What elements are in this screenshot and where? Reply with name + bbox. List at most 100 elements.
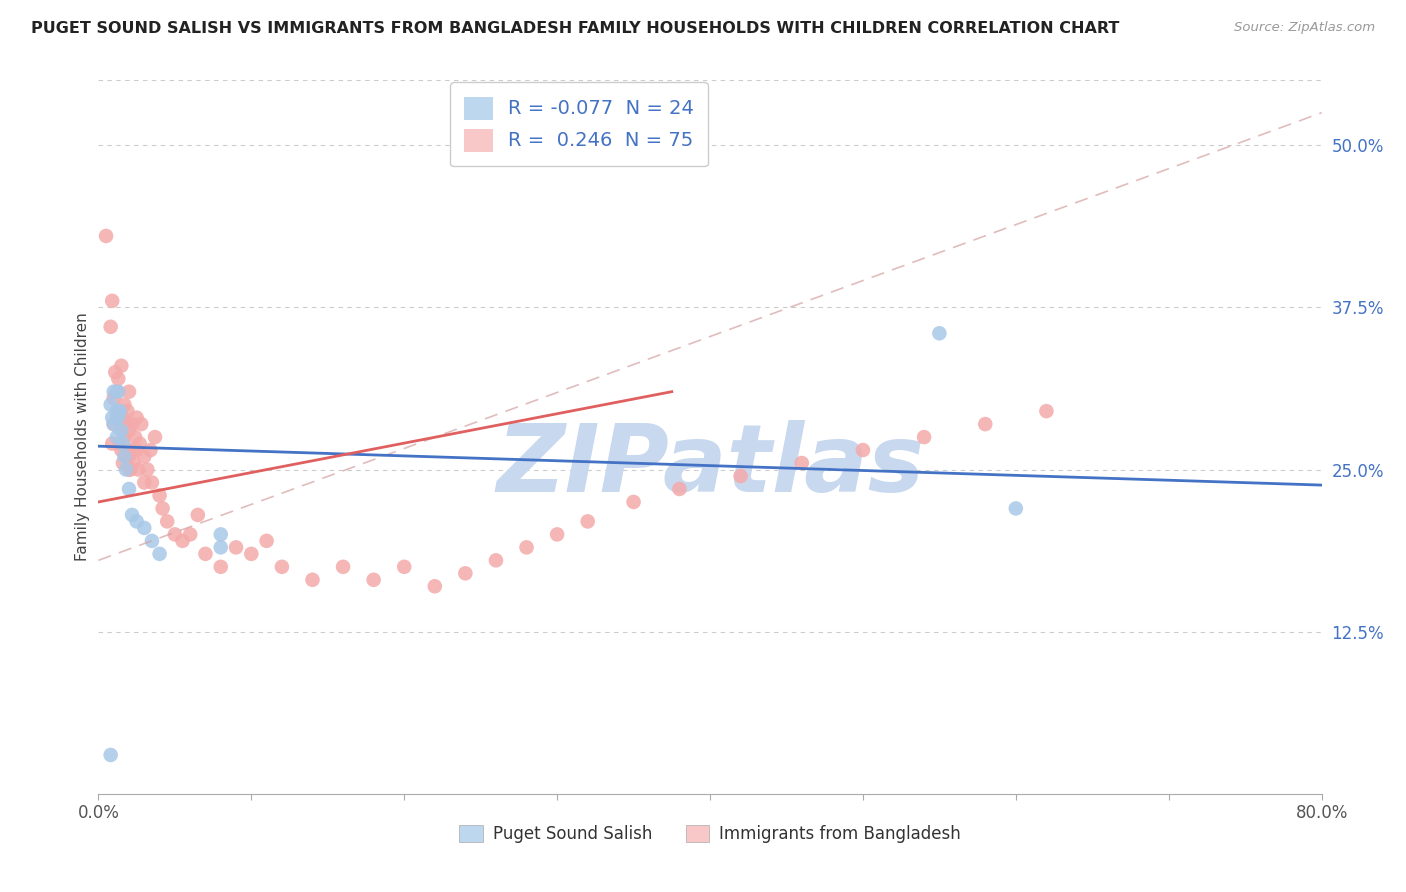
Point [105, 410, 128, 425]
Point [1035, 404, 1057, 418]
Point [163, 527, 186, 541]
Point [118, 462, 141, 476]
Point [112, 430, 135, 444]
Point [974, 417, 997, 431]
Point [730, 469, 752, 483]
Point [121, 417, 143, 431]
Point [127, 462, 149, 476]
Point [118, 450, 141, 464]
Point [928, 326, 950, 341]
Y-axis label: Family Households with Children: Family Households with Children [75, 313, 90, 561]
Point [156, 515, 179, 529]
Point [1004, 501, 1026, 516]
Point [141, 533, 163, 548]
Point [118, 482, 141, 496]
Point [363, 573, 385, 587]
Point [128, 436, 150, 450]
Text: PUGET SOUND SALISH VS IMMIGRANTS FROM BANGLADESH FAMILY HOUSEHOLDS WITH CHILDREN: PUGET SOUND SALISH VS IMMIGRANTS FROM BA… [31, 21, 1119, 36]
Point [111, 436, 134, 450]
Point [107, 372, 129, 386]
Point [94, 229, 117, 244]
Point [100, 398, 122, 412]
Point [209, 541, 232, 555]
Point [209, 559, 232, 574]
Point [125, 515, 148, 529]
Point [209, 527, 232, 541]
Point [110, 443, 132, 458]
Legend: Puget Sound Salish, Immigrants from Bangladesh: Puget Sound Salish, Immigrants from Bang… [453, 818, 967, 850]
Point [852, 443, 875, 458]
Point [105, 430, 128, 444]
Point [103, 391, 125, 405]
Point [121, 443, 143, 458]
Point [179, 527, 201, 541]
Point [149, 547, 172, 561]
Point [100, 747, 122, 762]
Point [125, 410, 148, 425]
Point [108, 404, 131, 418]
Point [485, 553, 508, 567]
Point [101, 410, 124, 425]
Point [139, 443, 162, 458]
Point [172, 533, 194, 548]
Point [790, 456, 813, 470]
Point [101, 436, 124, 450]
Point [108, 436, 131, 450]
Point [110, 424, 132, 438]
Point [576, 515, 599, 529]
Point [100, 319, 122, 334]
Point [112, 450, 135, 464]
Point [141, 475, 163, 490]
Point [516, 541, 538, 555]
Point [111, 456, 134, 470]
Point [104, 365, 127, 379]
Point [112, 398, 135, 412]
Point [301, 573, 323, 587]
Point [118, 424, 141, 438]
Point [129, 417, 152, 431]
Point [623, 495, 645, 509]
Point [110, 359, 132, 373]
Point [105, 404, 128, 418]
Point [115, 417, 138, 431]
Point [117, 443, 139, 458]
Point [120, 462, 142, 476]
Text: ZIPatlas: ZIPatlas [496, 419, 924, 512]
Point [108, 404, 131, 418]
Point [107, 404, 129, 418]
Point [546, 527, 568, 541]
Point [270, 559, 292, 574]
Point [134, 450, 156, 464]
Point [194, 547, 217, 561]
Point [149, 488, 172, 502]
Point [111, 410, 134, 425]
Point [143, 430, 166, 444]
Point [117, 404, 139, 418]
Point [105, 384, 128, 399]
Point [103, 417, 125, 431]
Text: Source: ZipAtlas.com: Source: ZipAtlas.com [1234, 21, 1375, 34]
Point [103, 384, 125, 399]
Point [134, 475, 156, 490]
Point [122, 456, 145, 470]
Point [225, 541, 247, 555]
Point [103, 417, 125, 431]
Point [107, 410, 129, 425]
Point [187, 508, 209, 522]
Point [392, 559, 416, 574]
Point [101, 293, 124, 308]
Point [115, 450, 138, 464]
Point [125, 443, 148, 458]
Point [423, 579, 446, 593]
Point [134, 521, 156, 535]
Point [115, 462, 138, 476]
Point [121, 508, 143, 522]
Point [240, 547, 263, 561]
Point [118, 384, 141, 399]
Point [152, 501, 174, 516]
Point [668, 482, 690, 496]
Point [136, 462, 159, 476]
Point [332, 559, 354, 574]
Point [124, 430, 146, 444]
Point [256, 533, 278, 548]
